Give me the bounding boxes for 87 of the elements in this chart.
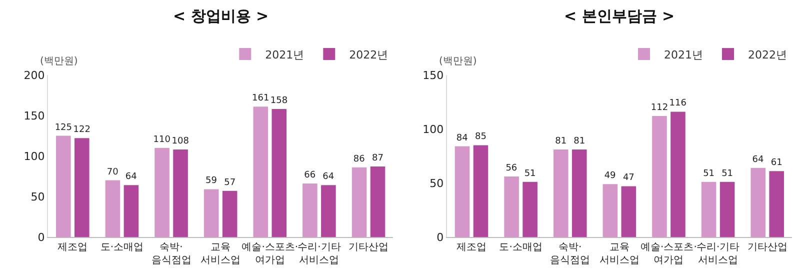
bar [522, 182, 538, 237]
bar [504, 176, 519, 237]
chart-title: < 창업비용 > [173, 7, 269, 25]
data-label: 110 [153, 134, 171, 145]
bar [750, 168, 766, 237]
data-label: 84 [456, 133, 468, 144]
data-label: 116 [669, 98, 687, 109]
data-label: 158 [270, 96, 288, 106]
data-label: 56 [506, 164, 518, 174]
y-tick-label: 50 [430, 176, 444, 190]
x-tick-label: 도·소매업 [100, 242, 144, 253]
y-axis-title: (백만원) [40, 56, 78, 67]
x-tick-label: 수리·기타 서비스업 [696, 242, 740, 266]
legend-label: 2021년 [664, 48, 703, 62]
data-label: 86 [353, 154, 366, 164]
bar [473, 145, 488, 237]
legend-label: 2022년 [748, 48, 787, 62]
bar [321, 185, 336, 237]
data-label: 64 [125, 172, 138, 182]
data-label: 59 [205, 176, 218, 186]
y-tick-label: 150 [24, 109, 45, 122]
bar [56, 136, 71, 237]
bar [670, 112, 686, 237]
data-label: 112 [650, 103, 668, 114]
bar [352, 167, 367, 237]
data-label: 66 [304, 170, 316, 181]
bar [370, 166, 386, 237]
data-label: 49 [604, 171, 616, 182]
data-label: 125 [54, 122, 72, 133]
y-tick-label: 0 [436, 230, 444, 244]
data-label: 85 [475, 132, 486, 142]
bar [154, 148, 170, 237]
x-tick-label: 제조업 [58, 242, 88, 253]
bar [302, 184, 318, 237]
x-tick-label: 숙박· 음식점업 [550, 242, 590, 266]
data-label: 81 [574, 136, 586, 147]
y-axis-title: (백만원) [439, 56, 477, 67]
data-label: 64 [752, 154, 764, 165]
data-label: 47 [622, 173, 634, 184]
x-tick-label: 예술·스포츠· 여가업 [242, 242, 298, 266]
data-label: 87 [372, 154, 384, 164]
x-tick-label: 교육 서비스업 [200, 242, 241, 266]
legend-label: 2021년 [265, 48, 304, 62]
y-tick-label: 200 [24, 68, 45, 82]
x-tick-label: 기타산업 [747, 242, 788, 253]
bar [253, 106, 268, 237]
data-label: 64 [322, 172, 334, 182]
data-label: 122 [73, 125, 90, 136]
bar [454, 146, 470, 237]
y-tick-label: 150 [422, 68, 444, 82]
bar [621, 186, 636, 237]
bar [553, 150, 568, 237]
bar [124, 185, 139, 237]
data-label: 81 [555, 136, 567, 147]
data-label: 108 [172, 136, 190, 147]
bar [769, 171, 784, 237]
legend-label: 2022년 [349, 48, 388, 62]
x-tick-label: 숙박· 음식점업 [151, 242, 192, 266]
x-tick-label: 기타산업 [348, 242, 389, 253]
y-tick-label: 50 [30, 190, 45, 204]
y-tick-label: 0 [38, 230, 45, 244]
bar [74, 138, 90, 237]
x-tick-label: 도·소매업 [499, 242, 542, 253]
data-label: 161 [252, 94, 270, 104]
bar [701, 182, 716, 237]
y-tick-label: 100 [422, 122, 444, 136]
y-tick-label: 100 [24, 150, 45, 163]
data-label: 51 [703, 168, 715, 179]
bar [652, 116, 667, 237]
bar [272, 109, 287, 237]
bar [173, 150, 188, 237]
data-label: 51 [524, 168, 536, 179]
bar [602, 184, 618, 237]
data-label: 61 [770, 158, 782, 168]
data-label: 70 [106, 167, 119, 178]
bar [204, 189, 219, 237]
data-label: 57 [224, 178, 236, 188]
x-tick-label: 제조업 [456, 242, 486, 253]
bar [105, 180, 120, 237]
chart-title: < 본인부담금 > [564, 7, 675, 25]
data-label: 51 [722, 168, 734, 179]
x-tick-label: 수리·기타 서비스업 [298, 242, 341, 266]
bar [572, 150, 587, 237]
bar [222, 190, 238, 237]
x-tick-label: 교육 서비스업 [599, 242, 640, 266]
x-tick-label: 예술·스포츠· 여가업 [640, 242, 697, 266]
bar [720, 182, 735, 237]
